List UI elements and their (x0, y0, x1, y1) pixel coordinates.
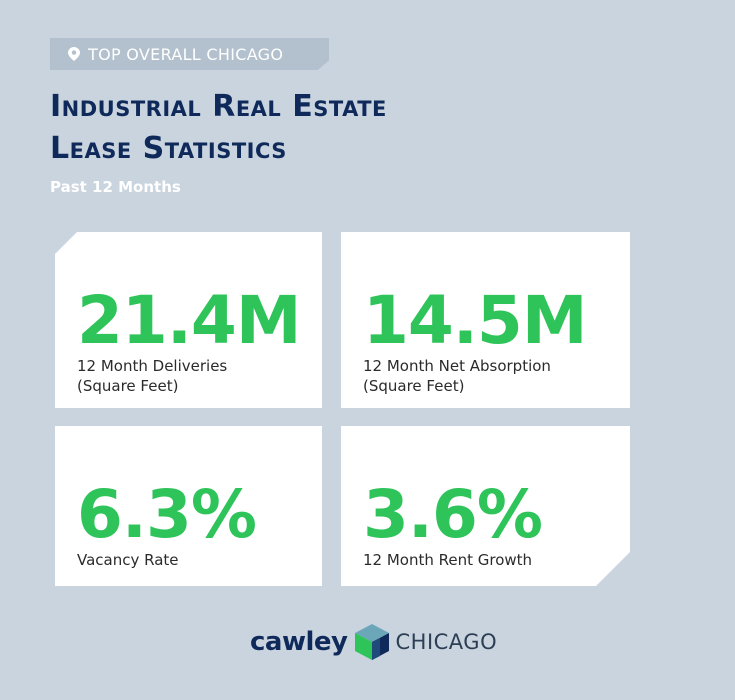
stat-value: 6.3% (77, 476, 257, 553)
title-line-2: Lease Statistics (50, 131, 287, 166)
stat-label: 12 Month Net Absorption (Square Feet) (363, 357, 551, 395)
stat-card-deliveries: 21.4M 12 Month Deliveries (Square Feet) (55, 232, 322, 408)
location-pin-icon (68, 47, 80, 61)
cube-logo-icon (355, 624, 390, 660)
stat-value: 21.4M (77, 282, 302, 359)
page-title: Industrial Real Estate Lease Statistics (50, 86, 387, 170)
stat-card-net-absorption: 14.5M 12 Month Net Absorption (Square Fe… (341, 232, 630, 408)
stat-label: 12 Month Rent Growth (363, 551, 533, 569)
title-line-1: Industrial Real Estate (50, 89, 387, 124)
page-subtitle: Past 12 Months (50, 178, 181, 196)
logo-brand: cawley (250, 627, 348, 657)
stat-card-rent-growth: 3.6% 12 Month Rent Growth (341, 426, 630, 586)
cawley-chicago-logo: cawley CHICAGO (250, 624, 497, 660)
stat-value: 14.5M (363, 282, 588, 359)
logo-city: CHICAGO (395, 630, 498, 654)
stat-value: 3.6% (363, 476, 543, 553)
tag-label: TOP OVERALL CHICAGO (88, 44, 284, 64)
stat-label: Vacancy Rate (77, 551, 179, 569)
stat-card-vacancy-rate: 6.3% Vacancy Rate (55, 426, 322, 586)
stat-label: 12 Month Deliveries (Square Feet) (77, 357, 228, 395)
location-tag: TOP OVERALL CHICAGO (50, 38, 329, 70)
